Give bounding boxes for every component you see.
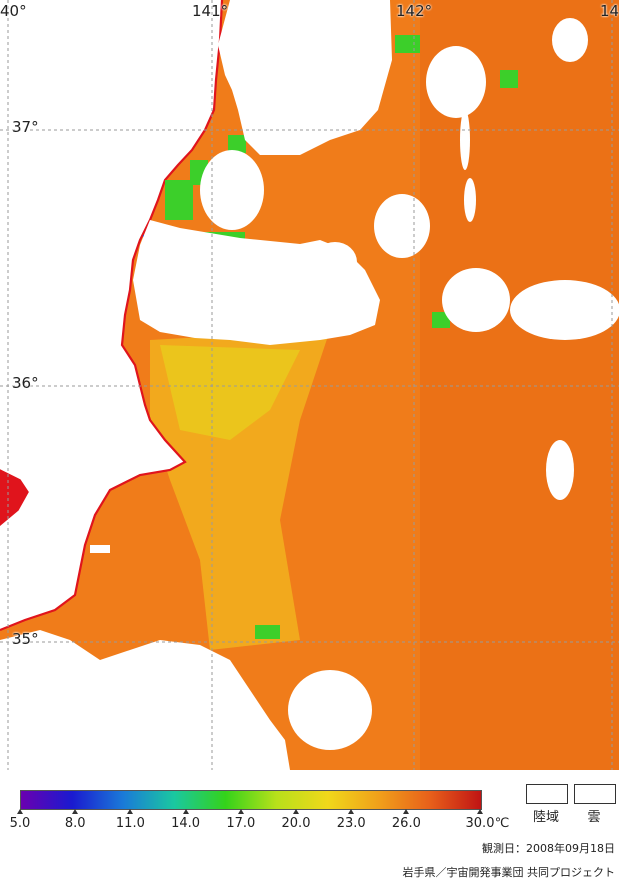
cloud-label: 雲 xyxy=(587,810,601,825)
cooler-sea-patch xyxy=(160,345,300,440)
lon-label-141: 141° xyxy=(192,2,229,20)
lat-label-37: 37° xyxy=(12,118,39,136)
lake-outline xyxy=(0,469,29,526)
legend: ℃ 陸域 雲 観測日：2008年09月18日 岩手県／宇宙開発事業団 共同プロジ… xyxy=(0,770,619,881)
sst-map: 40° 141° 142° 14 37° 36° 35° xyxy=(0,0,619,770)
cloud-mask xyxy=(0,0,619,770)
colorbar-tick xyxy=(72,809,79,814)
temperature-colorbar xyxy=(20,790,482,810)
land-label: 陸域 xyxy=(532,810,559,825)
colorbar-tick-label: 17.0 xyxy=(226,816,256,831)
colorbar-tick-label: 8.0 xyxy=(64,816,86,831)
colorbar-tick xyxy=(182,809,189,814)
colorbar-tick xyxy=(348,809,355,814)
lat-label-35: 35° xyxy=(12,630,39,648)
unit-label: ℃ xyxy=(494,816,510,831)
colorbar-tick xyxy=(403,809,410,814)
colorbar-tick xyxy=(293,809,299,814)
colorbar-tick-label: 20.0 xyxy=(281,816,311,831)
land-swatch xyxy=(526,784,568,804)
colorbar-tick-label: 30.0 xyxy=(465,816,495,831)
colorbar-tick xyxy=(237,809,244,814)
colorbar-tick-label: 5.0 xyxy=(9,816,31,831)
observation-date: 観測日：2008年09月18日 xyxy=(482,842,615,855)
land-area xyxy=(0,0,222,630)
colorbar-tick xyxy=(477,809,483,814)
colorbar-tick-label: 26.0 xyxy=(391,816,421,831)
warm-sea-zone xyxy=(420,0,619,770)
graticule xyxy=(0,0,619,770)
lon-label-142: 142° xyxy=(396,2,433,20)
sst-map-svg xyxy=(0,0,619,770)
cloud-swatch xyxy=(574,784,616,804)
colorbar-tick xyxy=(17,809,23,814)
coastline xyxy=(0,0,224,632)
colorbar-tick xyxy=(127,809,134,814)
colorbar-tick-label: 23.0 xyxy=(336,816,366,831)
credit-text: 岩手県／宇宙開発事業団 共同プロジェクト xyxy=(402,866,616,879)
lon-label-140: 40° xyxy=(0,2,27,20)
lat-label-36: 36° xyxy=(12,374,39,392)
colorbar-tick-label: 11.0 xyxy=(115,816,145,831)
colorbar-tick-label: 14.0 xyxy=(171,816,201,831)
lon-label-143: 14 xyxy=(600,2,619,20)
